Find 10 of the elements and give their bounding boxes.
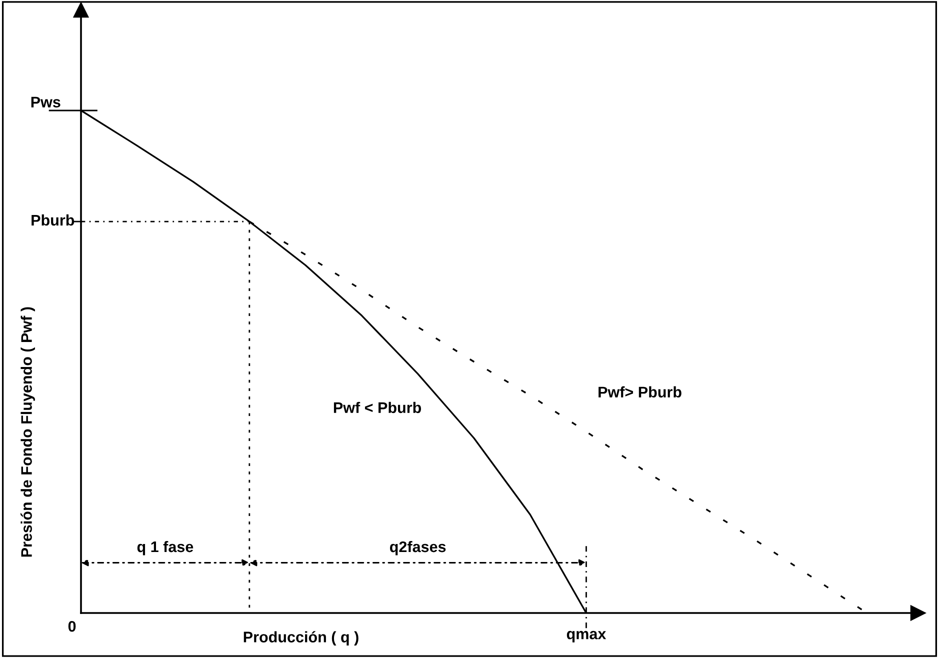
x-axis-title: Producción ( q ) bbox=[244, 631, 358, 646]
y-axis-title: Presión de Fondo Fluyendo ( Pwf ) bbox=[20, 307, 35, 557]
text: qmax bbox=[566, 630, 606, 642]
annotation: Pwf < Pburb bbox=[334, 402, 422, 414]
text: 0 bbox=[68, 620, 76, 632]
annotation: q 1 fase bbox=[137, 540, 194, 556]
text: Pws bbox=[31, 96, 60, 108]
annotation: q2fases bbox=[390, 540, 446, 556]
annotation: Pwf> Pburb bbox=[598, 386, 682, 398]
text: Pburb bbox=[32, 214, 74, 226]
